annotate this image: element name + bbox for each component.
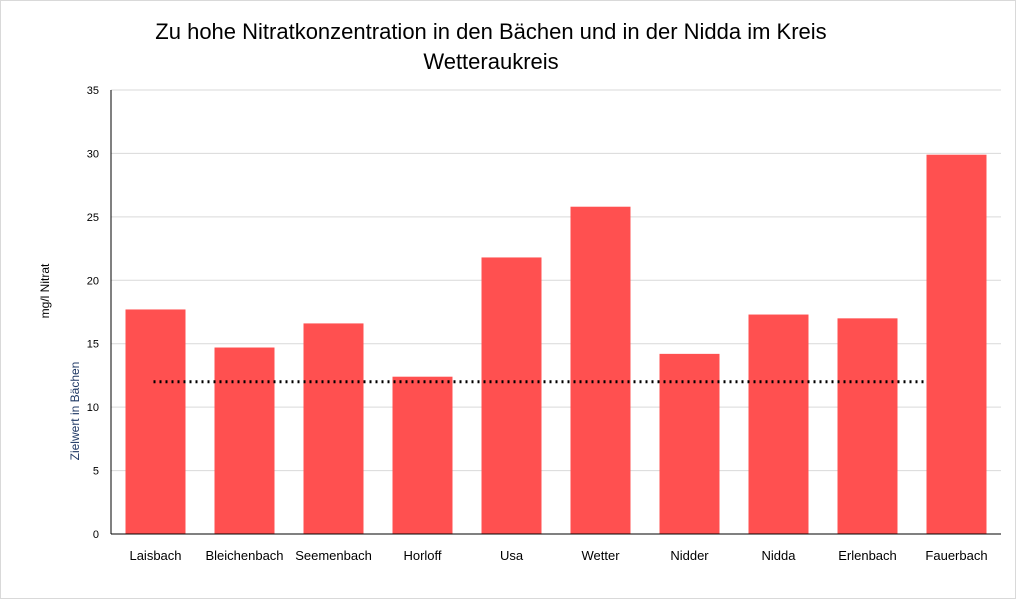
bar-nidda [748, 314, 809, 534]
bar-laisbach [125, 309, 186, 534]
bar-horloff [392, 376, 453, 534]
x-tick-label: Erlenbach [838, 548, 897, 563]
x-tick-label: Nidda [762, 548, 797, 563]
y-tick-label: 0 [93, 529, 99, 541]
bar-fauerbach [926, 154, 987, 534]
chart-title: Zu hohe Nitratkonzentration in den Bäche… [155, 19, 827, 74]
x-tick-label: Usa [500, 548, 524, 563]
y-tick-label: 20 [87, 275, 99, 287]
bar-bleichenbach [214, 347, 275, 534]
x-tick-label: Horloff [403, 548, 441, 563]
bar-erlenbach [837, 318, 898, 534]
bar-wetter [570, 206, 631, 535]
x-tick-label: Bleichenbach [205, 548, 283, 563]
y-tick-label: 15 [87, 339, 99, 351]
y-tick-label: 35 [87, 85, 99, 97]
y-tick-label: 30 [87, 148, 99, 160]
x-tick-label: Wetter [581, 548, 620, 563]
bar-nidder [659, 353, 720, 534]
x-tick-label: Seemenbach [295, 548, 372, 563]
bar-seemenbach [303, 323, 364, 534]
y-tick-label: 10 [87, 402, 99, 414]
x-tick-label: Fauerbach [925, 548, 987, 563]
y-tick-label: 25 [87, 212, 99, 224]
bar-usa [481, 257, 542, 534]
y-tick-label: 5 [93, 466, 99, 478]
x-tick-label: Nidder [670, 548, 709, 563]
x-tick-label: Laisbach [129, 548, 181, 563]
